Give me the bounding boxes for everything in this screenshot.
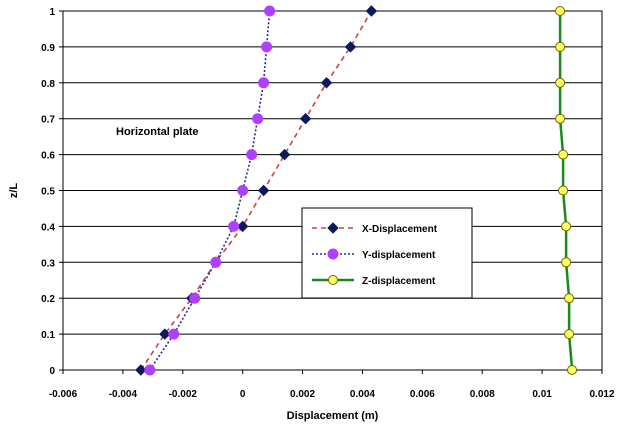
x-tick-label: 0.01 bbox=[532, 389, 552, 400]
data-point bbox=[561, 257, 572, 268]
data-point bbox=[365, 5, 378, 17]
data-point bbox=[236, 220, 249, 233]
series-2 bbox=[144, 5, 276, 376]
data-point bbox=[344, 41, 357, 53]
data-point bbox=[135, 364, 147, 376]
grid-lines bbox=[63, 10, 602, 371]
y-tick-label: 0.6 bbox=[41, 151, 55, 162]
data-point bbox=[555, 113, 566, 124]
x-tick-label: 0.006 bbox=[410, 389, 435, 400]
data-point bbox=[257, 184, 270, 197]
data-point bbox=[299, 112, 312, 125]
data-point bbox=[278, 148, 291, 161]
y-tick-label: 0.9 bbox=[41, 43, 55, 54]
legend-items: X-Displacement Y-displacement Z-displaceme… bbox=[312, 222, 438, 287]
legend-label: X-Displacement bbox=[362, 224, 438, 235]
legend-swatch-marker bbox=[328, 275, 338, 285]
y-tick-label: 0.7 bbox=[41, 115, 55, 126]
data-point bbox=[564, 329, 575, 340]
x-tick-label: 0.008 bbox=[470, 389, 495, 400]
data-point bbox=[228, 220, 240, 232]
x-tick-label: 0.012 bbox=[589, 389, 614, 400]
legend-item: Y-displacement bbox=[312, 248, 436, 261]
data-point bbox=[246, 149, 258, 161]
legend-label: Y-displacement bbox=[362, 250, 436, 261]
y-tick-labels: 0 0.1 0.2 0.3 0.4 0.5 0.6 0.7 0.8 0.9 1 bbox=[41, 7, 63, 377]
data-point bbox=[261, 41, 273, 53]
y-tick-label: 0.8 bbox=[41, 79, 55, 90]
series-3 bbox=[555, 6, 578, 375]
data-point bbox=[567, 365, 578, 375]
data-point bbox=[555, 41, 566, 52]
x-tick-label: 0.004 bbox=[350, 389, 375, 400]
data-point bbox=[320, 77, 333, 89]
data-point bbox=[210, 256, 222, 268]
data-point bbox=[561, 221, 572, 232]
x-tick-label: 0 bbox=[240, 389, 246, 400]
legend: X-Displacement Y-displacement Z-displaceme… bbox=[301, 207, 473, 299]
legend-swatch-marker bbox=[327, 248, 339, 260]
data-point bbox=[237, 185, 249, 196]
x-tick-label: -0.004 bbox=[109, 389, 138, 400]
data-point bbox=[555, 77, 566, 88]
data-point bbox=[168, 328, 180, 340]
y-tick-label: 0.5 bbox=[41, 187, 55, 198]
x-tick-label: -0.002 bbox=[169, 389, 198, 400]
data-point bbox=[252, 113, 264, 125]
x-tick-label: 0.002 bbox=[290, 389, 315, 400]
legend-item: Z-displacement bbox=[312, 275, 436, 287]
x-tick-label: -0.006 bbox=[49, 389, 78, 400]
data-point bbox=[564, 293, 575, 304]
data-point bbox=[144, 364, 156, 376]
series-line bbox=[149, 10, 271, 371]
y-tick-label: 0.3 bbox=[41, 258, 55, 269]
legend-item: X-Displacement bbox=[312, 222, 438, 235]
series-group bbox=[135, 5, 578, 376]
y-tick-label: 1 bbox=[49, 7, 55, 18]
y-tick-label: 0.2 bbox=[41, 294, 55, 305]
data-point bbox=[189, 292, 201, 304]
x-tick-labels: -0.006 -0.004 -0.002 0 0.002 0.004 0.006 0.008 0… bbox=[49, 370, 615, 400]
x-axis-label: Displacement (m) bbox=[287, 410, 379, 422]
y-axis-label: z/L bbox=[8, 183, 20, 199]
data-point bbox=[258, 77, 270, 89]
data-point bbox=[558, 149, 569, 160]
y-tick-label: 0.1 bbox=[41, 330, 55, 341]
data-point bbox=[555, 6, 566, 16]
y-tick-label: 0 bbox=[49, 366, 55, 377]
legend-swatch-marker bbox=[327, 222, 339, 234]
data-point bbox=[264, 5, 276, 17]
data-point bbox=[159, 328, 171, 340]
y-tick-label: 0.4 bbox=[41, 222, 55, 233]
legend-label: Z-displacement bbox=[362, 276, 436, 287]
annotation-horizontal-plate: Horizontal plate bbox=[116, 126, 199, 138]
data-point bbox=[558, 185, 569, 196]
